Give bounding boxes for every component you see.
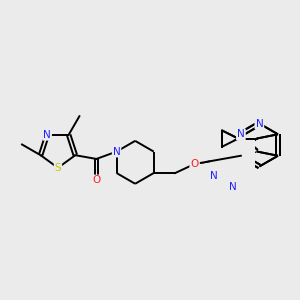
Text: N: N bbox=[237, 129, 245, 139]
Text: N: N bbox=[256, 118, 263, 129]
Bar bbox=[210, 140, 255, 191]
Text: S: S bbox=[55, 163, 61, 173]
Text: N: N bbox=[113, 147, 120, 157]
Text: N: N bbox=[43, 130, 51, 140]
Text: N: N bbox=[237, 129, 245, 139]
Text: N: N bbox=[229, 182, 236, 192]
Text: O: O bbox=[92, 176, 101, 185]
Text: O: O bbox=[190, 159, 199, 169]
Text: N: N bbox=[210, 171, 218, 182]
Text: O: O bbox=[190, 159, 199, 169]
Text: N: N bbox=[256, 118, 263, 129]
